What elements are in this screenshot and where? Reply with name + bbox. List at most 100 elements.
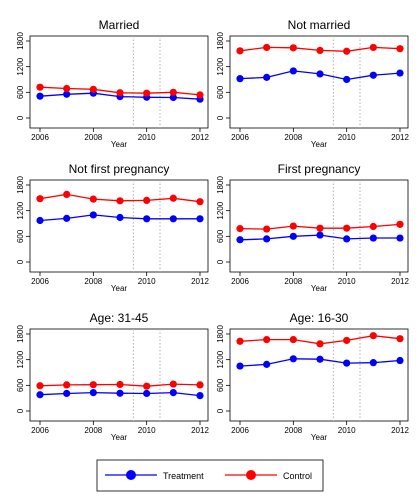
data-point-control: [116, 197, 124, 205]
data-point-treatment: [36, 92, 44, 100]
data-point-treatment: [263, 360, 271, 368]
data-point-treatment: [236, 75, 244, 83]
data-point-treatment: [63, 389, 71, 398]
x-tick-label: 2010: [138, 426, 156, 435]
legend-label: Control: [283, 471, 312, 481]
y-tick-label: 1200: [16, 57, 25, 75]
plot-frame: [229, 179, 409, 273]
plot-frame: [29, 328, 209, 422]
data-point-control: [63, 190, 71, 199]
data-point-treatment: [63, 214, 71, 222]
data-point-treatment: [36, 216, 44, 225]
data-point-control: [236, 337, 244, 345]
y-tick-label: 600: [16, 229, 25, 243]
data-point-control: [343, 336, 351, 345]
x-tick-label: 2012: [391, 133, 409, 142]
plot-frame: [229, 35, 409, 129]
x-tick-label: 2012: [391, 277, 409, 286]
data-point-control: [36, 382, 44, 390]
data-point-control: [343, 47, 351, 55]
data-point-control: [63, 381, 71, 389]
y-tick-label: 600: [16, 378, 25, 392]
chart-panel: Not first pregnancy 0 600 1200 1800 2006 2008 2…: [16, 162, 209, 293]
data-point-control: [263, 225, 271, 233]
legend-marker: [126, 470, 136, 480]
data-point-treatment: [116, 213, 124, 222]
chart-panel: Not married 0 600 1200 1800 2006 2008 2010 2012 Y…: [216, 18, 409, 149]
y-tick-label: 1800: [216, 176, 225, 194]
data-point-treatment: [343, 359, 351, 367]
y-tick-label: 600: [216, 85, 225, 99]
x-tick-label: 2006: [31, 277, 49, 286]
chart-title: Age: 31-45: [90, 311, 149, 325]
data-point-treatment: [36, 391, 44, 399]
data-point-treatment: [196, 392, 204, 400]
x-tick-label: 2006: [31, 426, 49, 435]
data-point-treatment: [396, 234, 404, 242]
chart-title: Age: 16-30: [290, 311, 349, 325]
data-point-control: [263, 335, 271, 344]
x-tick-label: 2008: [84, 277, 102, 286]
x-tick-label: 2008: [84, 426, 102, 435]
data-point-treatment: [143, 389, 151, 398]
y-tick-label: 0: [16, 259, 25, 264]
x-tick-label: 2010: [138, 133, 156, 142]
chart-title: Not married: [288, 18, 351, 32]
data-point-control: [289, 335, 297, 344]
data-point-treatment: [289, 355, 297, 363]
legend-label: Treatment: [163, 471, 204, 481]
data-point-treatment: [396, 69, 404, 77]
data-point-treatment: [369, 234, 377, 242]
data-point-control: [263, 43, 271, 52]
data-point-control: [369, 332, 377, 340]
x-tick-label: 2008: [284, 133, 302, 142]
x-axis-label: Year: [111, 433, 128, 442]
data-point-control: [316, 224, 324, 232]
data-point-treatment: [343, 75, 351, 84]
data-point-control: [63, 84, 71, 93]
chart-title: First pregnancy: [278, 162, 361, 176]
chart-panel: First pregnancy 0 600 1200 1800 2006 2008 2010 2…: [216, 162, 409, 293]
data-point-control: [36, 83, 44, 91]
data-point-control: [89, 195, 97, 203]
data-point-control: [36, 195, 44, 203]
data-point-control: [236, 225, 244, 233]
plot-frame: [29, 179, 209, 273]
data-point-treatment: [289, 67, 297, 75]
data-point-treatment: [316, 70, 324, 78]
data-point-control: [369, 222, 377, 231]
data-point-treatment: [169, 389, 177, 397]
data-point-control: [169, 88, 177, 96]
x-tick-label: 2006: [231, 426, 249, 435]
x-tick-label: 2010: [338, 426, 356, 435]
data-point-control: [143, 89, 151, 97]
data-point-treatment: [236, 362, 244, 370]
y-tick-label: 1800: [16, 325, 25, 343]
data-point-control: [169, 380, 177, 388]
x-tick-label: 2006: [231, 133, 249, 142]
data-point-treatment: [343, 235, 351, 243]
x-axis-label: Year: [311, 284, 328, 293]
x-axis-label: Year: [111, 284, 128, 293]
data-point-treatment: [369, 71, 377, 79]
plot-frame: [229, 328, 409, 422]
x-tick-label: 2010: [338, 133, 356, 142]
x-tick-label: 2012: [191, 277, 209, 286]
data-point-control: [89, 85, 97, 93]
y-tick-label: 1200: [16, 201, 25, 219]
data-point-treatment: [89, 211, 97, 219]
chart-panel: Married 0 600 1200 1800 2006 2008 2010 2012 Year: [16, 18, 209, 149]
legend-marker: [246, 470, 256, 480]
data-point-control: [396, 45, 404, 53]
data-point-treatment: [316, 355, 324, 363]
x-axis-label: Year: [111, 140, 128, 149]
y-tick-label: 1800: [216, 325, 225, 343]
data-point-treatment: [396, 356, 404, 365]
chart-title: Married: [99, 18, 140, 32]
data-point-treatment: [369, 359, 377, 367]
y-tick-label: 0: [16, 115, 25, 120]
x-axis-label: Year: [311, 433, 328, 442]
data-point-treatment: [316, 231, 324, 239]
x-tick-label: 2010: [138, 277, 156, 286]
